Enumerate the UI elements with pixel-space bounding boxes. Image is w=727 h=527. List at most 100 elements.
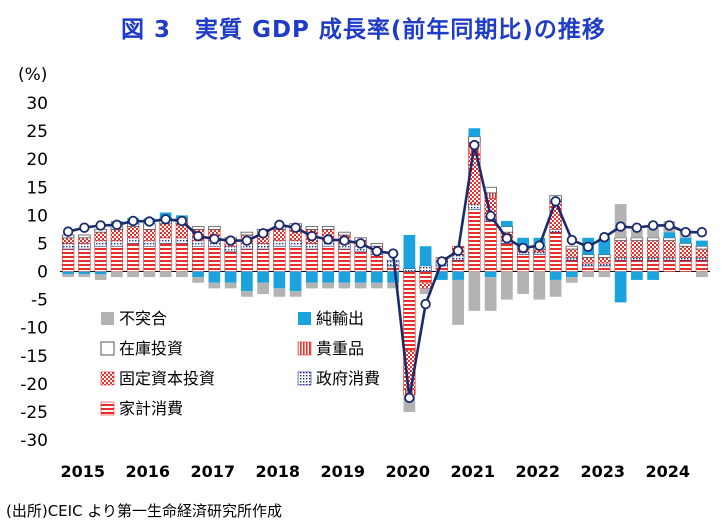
bar <box>192 277 204 283</box>
gdp-growth-point <box>599 232 610 243</box>
bar <box>452 271 464 280</box>
legend-label: 固定資本投資 <box>119 369 215 388</box>
legend-swatch <box>101 312 114 325</box>
x-tick-label: 2015 <box>60 462 105 481</box>
bar <box>630 237 644 242</box>
bar <box>630 259 644 272</box>
gdp-growth-point <box>371 246 383 257</box>
x-tick-label: 2022 <box>515 462 560 481</box>
bar <box>403 395 416 412</box>
bar <box>679 257 692 261</box>
gdp-growth-point <box>95 220 106 231</box>
gdp-growth-point <box>501 233 513 244</box>
bar <box>305 248 319 272</box>
bar <box>191 226 205 230</box>
bar <box>598 265 611 272</box>
gdp-growth-point <box>290 222 301 233</box>
bar <box>224 282 237 289</box>
gdp-growth-point <box>664 220 675 231</box>
bar <box>322 271 334 283</box>
bar <box>111 271 123 278</box>
bar <box>663 240 676 258</box>
bar <box>631 229 643 238</box>
bar <box>306 271 318 283</box>
bar <box>94 245 107 272</box>
legend-swatch <box>297 341 312 356</box>
bar <box>321 226 335 230</box>
bar <box>322 282 334 289</box>
bar <box>614 240 627 258</box>
bar <box>598 271 611 278</box>
bar <box>159 237 172 244</box>
bar <box>403 234 416 269</box>
bar <box>78 234 91 239</box>
bar <box>501 220 513 227</box>
bar <box>647 226 659 238</box>
bar <box>614 259 627 272</box>
bar <box>370 243 384 247</box>
bar <box>695 257 709 261</box>
bar <box>371 282 383 289</box>
gdp-growth-point <box>192 230 204 242</box>
bar <box>61 243 75 250</box>
bar <box>582 271 594 278</box>
bar <box>257 271 269 283</box>
bar <box>175 237 189 244</box>
bar <box>208 271 221 283</box>
bar <box>273 288 286 297</box>
x-tick-label: 2021 <box>450 462 495 481</box>
gdp-growth-point <box>615 221 626 232</box>
legend-swatch <box>298 312 311 325</box>
bar <box>257 282 269 294</box>
bar <box>224 245 237 253</box>
bar <box>663 237 676 242</box>
gdp-growth-point <box>306 230 318 242</box>
bar <box>533 254 546 272</box>
y-tick-label: 25 <box>26 122 48 142</box>
bar <box>566 277 578 283</box>
bar <box>614 237 627 242</box>
bar <box>127 271 139 278</box>
chart-title: 図 3 実質 GDP 成長率(前年同期比)の推移 <box>121 17 606 43</box>
gdp-growth-point <box>436 256 448 267</box>
gdp-growth-point <box>387 248 399 259</box>
bar <box>695 259 709 272</box>
y-tick-label: 10 <box>26 206 48 226</box>
y-tick-label: -5 <box>31 291 48 311</box>
bar <box>159 223 172 239</box>
bar <box>305 226 319 230</box>
gdp-growth-point <box>404 392 415 404</box>
bar <box>338 282 351 289</box>
bar <box>273 245 286 272</box>
bar <box>436 271 448 280</box>
bar <box>581 254 595 258</box>
bar <box>354 271 367 283</box>
bar <box>646 240 660 258</box>
bar <box>500 243 514 272</box>
bar <box>159 243 172 272</box>
bar <box>338 248 351 272</box>
bar <box>516 254 530 272</box>
gdp-growth-point <box>62 226 74 237</box>
bar <box>403 271 416 351</box>
bar <box>468 128 481 137</box>
legend-label: 純輸出 <box>316 309 364 328</box>
bar <box>256 248 270 272</box>
y-tick-label: 0 <box>37 263 48 283</box>
gdp-growth-point <box>176 215 188 227</box>
x-tick-label: 2023 <box>580 462 625 481</box>
bar <box>305 243 319 250</box>
bar <box>517 237 529 247</box>
gdp-growth-point <box>241 235 253 246</box>
bar <box>208 282 221 289</box>
gdp-growth-point <box>144 216 155 227</box>
bar <box>646 257 660 261</box>
bar <box>191 240 205 247</box>
bar <box>273 271 286 289</box>
bar <box>208 226 221 230</box>
x-tick-label: 2018 <box>255 462 300 481</box>
bar <box>501 271 513 300</box>
gdp-growth-point <box>485 210 496 222</box>
y-tick-label: 20 <box>26 150 48 170</box>
legend-label: 政府消費 <box>316 369 380 388</box>
